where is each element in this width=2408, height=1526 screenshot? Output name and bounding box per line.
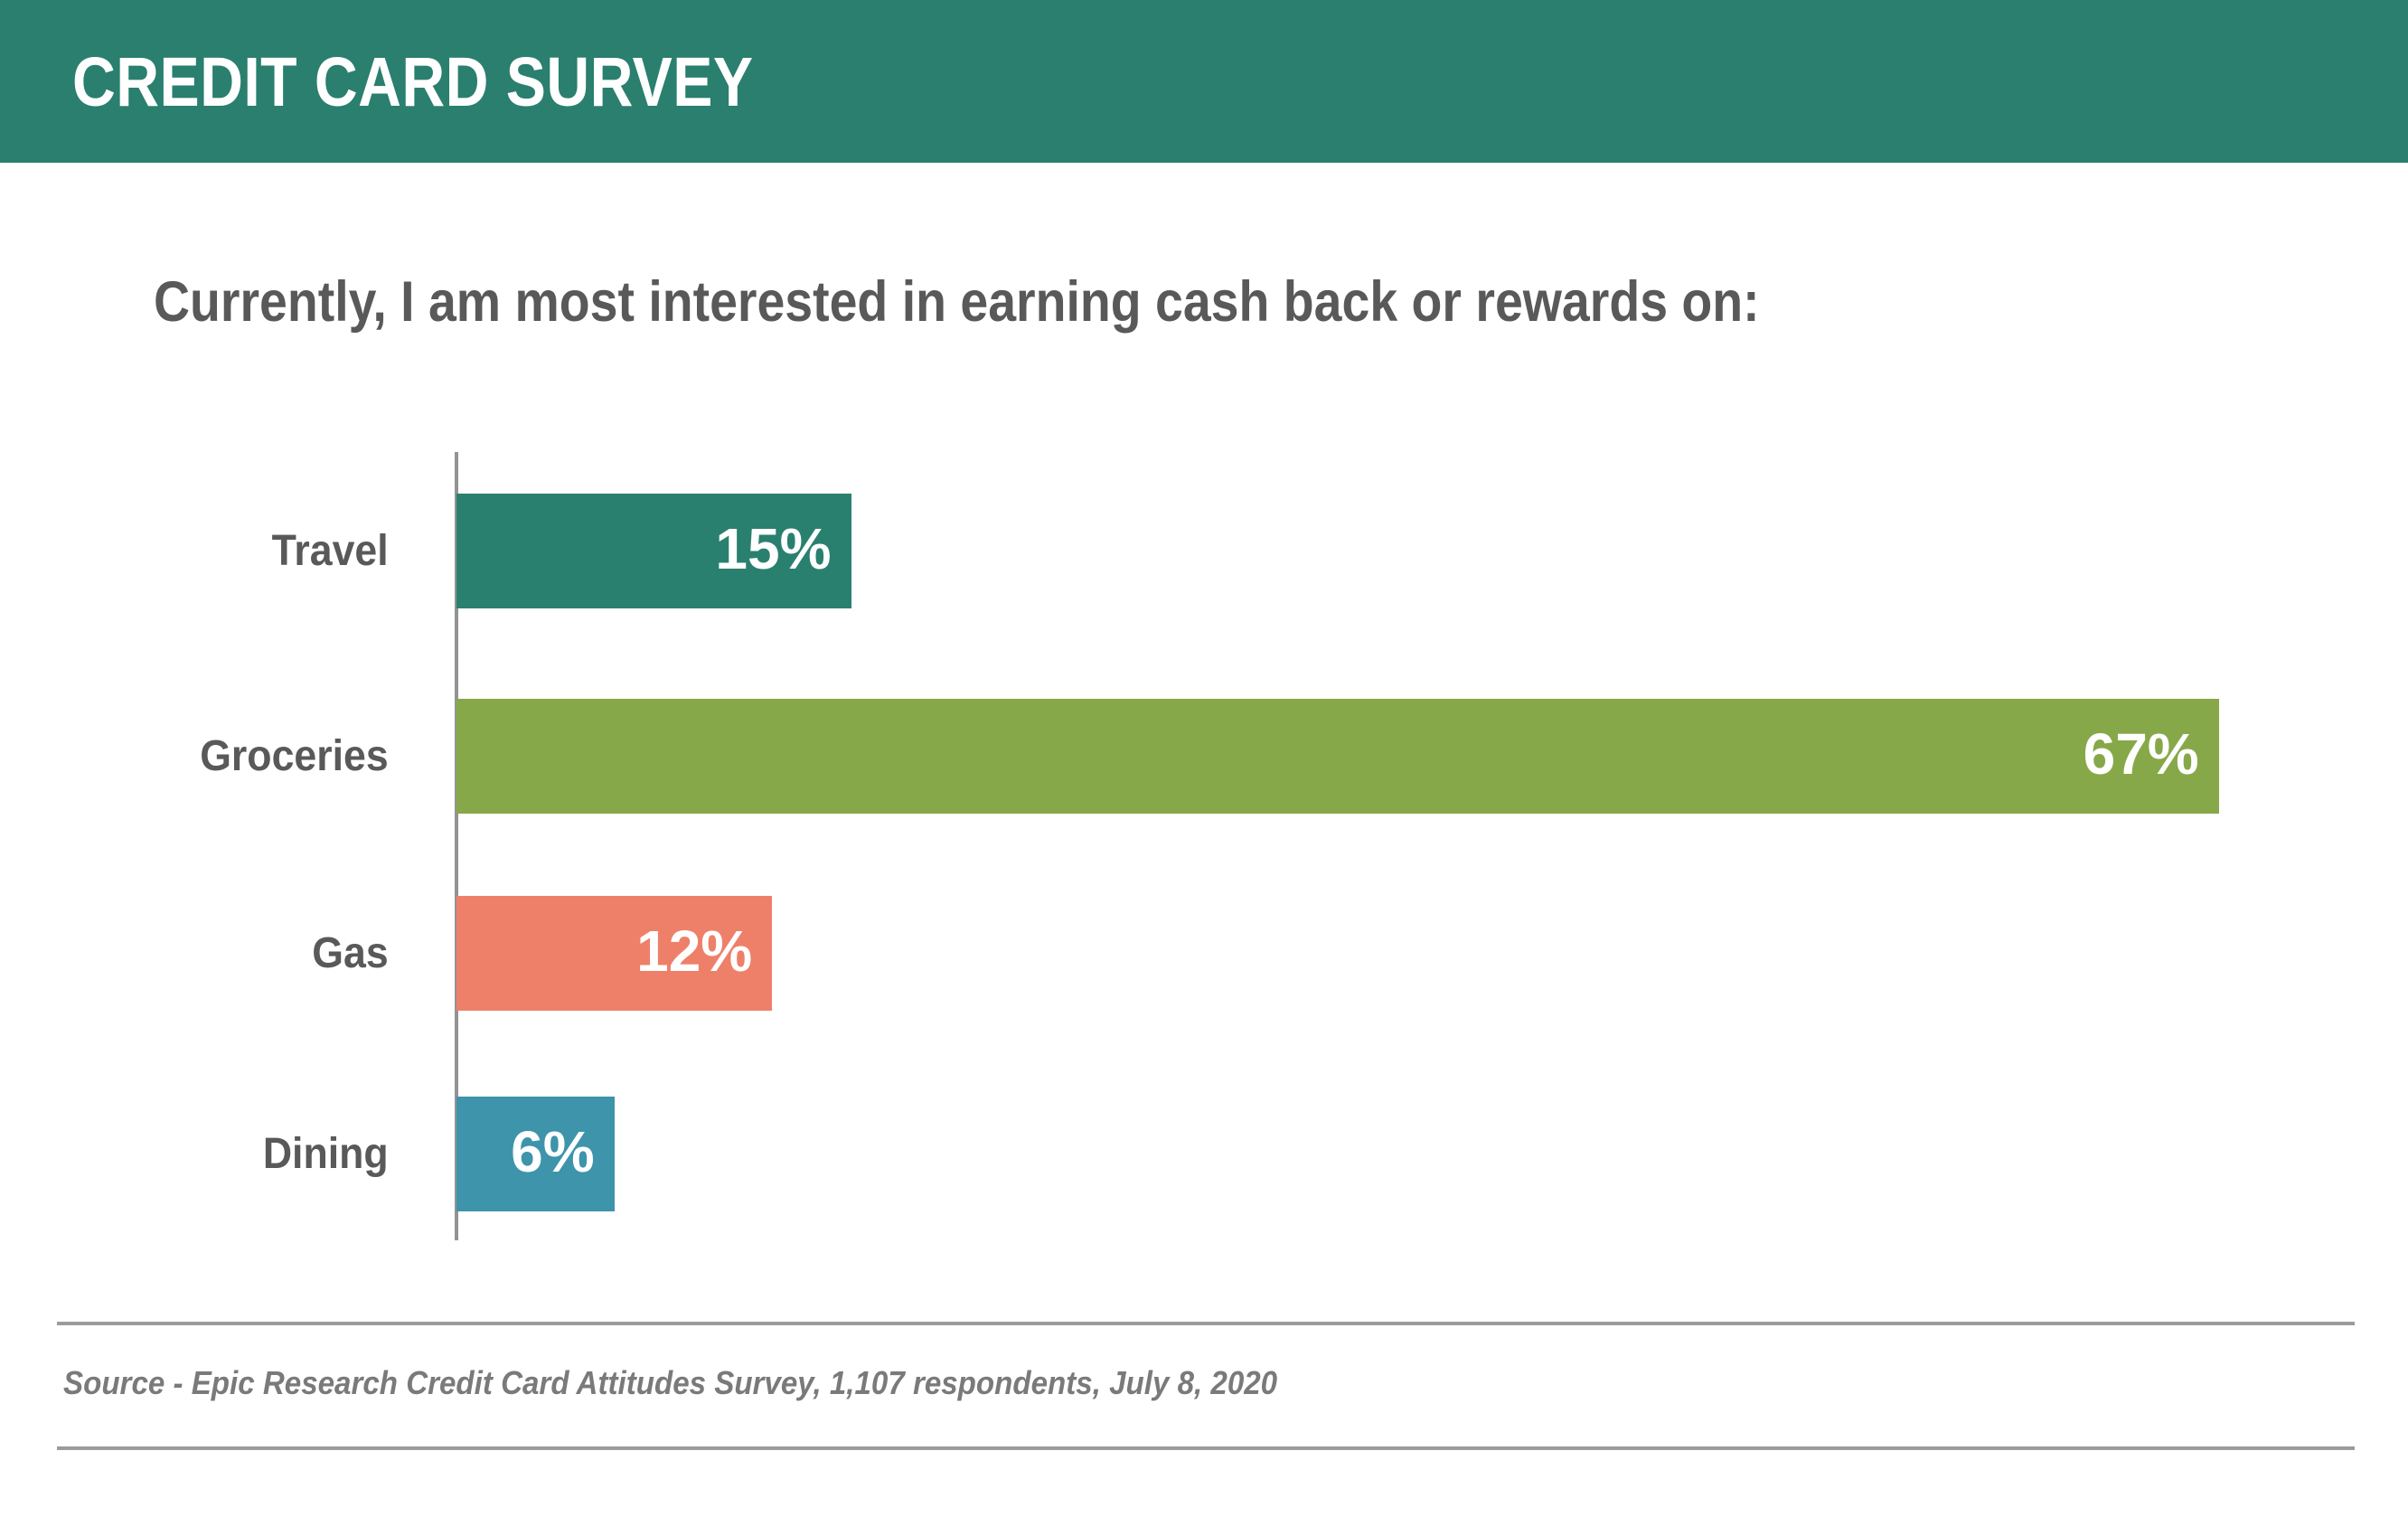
bar-value-dining: 6% xyxy=(511,1119,595,1184)
category-axis-line xyxy=(455,452,458,1240)
category-label-travel: Travel xyxy=(271,527,389,575)
bar-row: Travel 15% xyxy=(0,494,2408,608)
category-label-dining: Dining xyxy=(262,1130,389,1178)
bar-value-groceries: 67% xyxy=(2083,721,2199,787)
bar-groceries: 67% xyxy=(456,699,2219,814)
bar-dining: 6% xyxy=(456,1097,615,1211)
bar-row: Gas 12% xyxy=(0,896,2408,1011)
bar-row: Dining 6% xyxy=(0,1097,2408,1211)
bar-row: Groceries 67% xyxy=(0,699,2408,814)
category-label-gas: Gas xyxy=(312,929,389,977)
bar-value-gas: 12% xyxy=(636,918,753,984)
header-band: CREDIT CARD SURVEY xyxy=(0,0,2408,163)
category-label-groceries: Groceries xyxy=(200,732,389,780)
bar-gas: 12% xyxy=(456,896,773,1011)
bar-value-travel: 15% xyxy=(715,516,832,581)
page-title: CREDIT CARD SURVEY xyxy=(72,43,754,121)
footer-divider-top xyxy=(57,1322,2355,1325)
footer-divider-bottom xyxy=(57,1446,2355,1450)
bar-travel: 15% xyxy=(456,494,851,608)
source-note: Source - Epic Research Credit Card Attit… xyxy=(63,1364,1278,1401)
chart-title: Currently, I am most interested in earni… xyxy=(154,270,1760,334)
